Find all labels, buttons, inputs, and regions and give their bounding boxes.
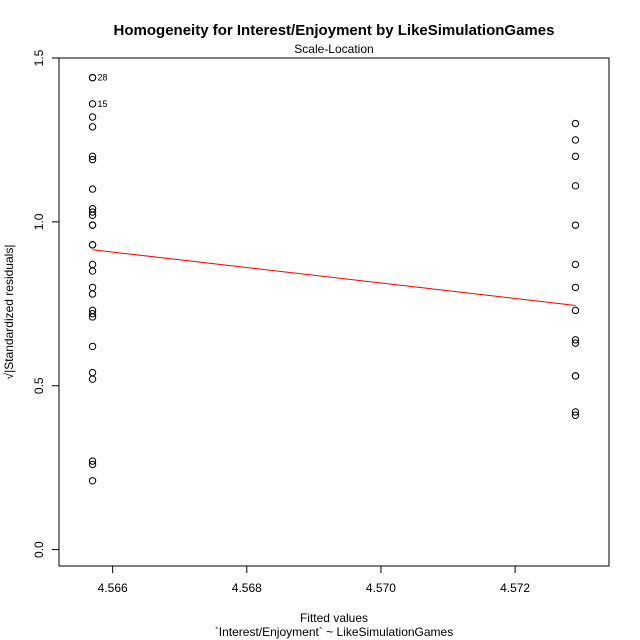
y-axis-label: √|Standardized residuals| [2, 245, 16, 380]
data-point [88, 313, 97, 321]
plot-frame [58, 57, 610, 567]
data-point [88, 368, 97, 377]
point-label: 15 [98, 99, 108, 109]
data-point [571, 411, 580, 419]
data-point [88, 123, 97, 131]
data-point [88, 283, 97, 292]
x-tick-label: 4.572 [500, 581, 530, 595]
chart-title: Homogeneity for Interest/Enjoyment by Li… [114, 22, 555, 39]
data-point [88, 208, 97, 216]
data-point [88, 375, 97, 383]
data-point [88, 185, 97, 193]
data-point [88, 460, 97, 469]
data-point [571, 306, 580, 315]
data-point [571, 119, 580, 128]
data-point [571, 339, 580, 347]
data-point [571, 372, 580, 380]
data-point [88, 342, 97, 351]
data-point [571, 221, 580, 229]
y-tick-label: 0.0 [32, 541, 46, 558]
y-tick-label: 1.0 [32, 213, 46, 230]
data-point [88, 241, 97, 249]
data-point [88, 211, 97, 220]
smooth-line [92, 249, 576, 306]
data-point [88, 477, 97, 485]
x-tick-label: 4.570 [366, 581, 396, 595]
data-point [88, 221, 97, 229]
x-tick-label: 4.566 [98, 581, 128, 595]
data-point [88, 73, 97, 82]
data-point [88, 113, 97, 121]
data-point [571, 283, 580, 292]
data-point [88, 155, 97, 164]
point-labels: 28 15 [98, 73, 108, 109]
data-point [88, 260, 97, 269]
data-point [88, 100, 97, 108]
data-point [88, 457, 97, 465]
data-point [571, 182, 580, 190]
x-axis-label: Fitted values [300, 611, 368, 625]
data-point [571, 152, 580, 161]
x-axis: 4.566 4.568 4.570 4.572 [98, 565, 530, 595]
data-points [88, 73, 580, 485]
x-tick-label: 4.568 [232, 581, 262, 595]
data-point [88, 152, 97, 161]
data-point [88, 290, 97, 298]
y-tick-label: 0.5 [32, 377, 46, 394]
x-axis-sublabel: `Interest/Enjoyment` ~ LikeSimulationGam… [215, 625, 453, 639]
y-axis: 0.0 0.5 1.0 1.5 [32, 49, 60, 558]
point-label: 28 [98, 73, 108, 83]
data-point [571, 408, 580, 416]
data-point [88, 267, 97, 275]
data-point [571, 336, 580, 344]
data-point [571, 136, 580, 144]
data-point [88, 309, 97, 318]
data-point [571, 260, 580, 269]
y-tick-label: 1.5 [32, 49, 46, 66]
chart-subtitle: Scale-Location [294, 42, 373, 56]
